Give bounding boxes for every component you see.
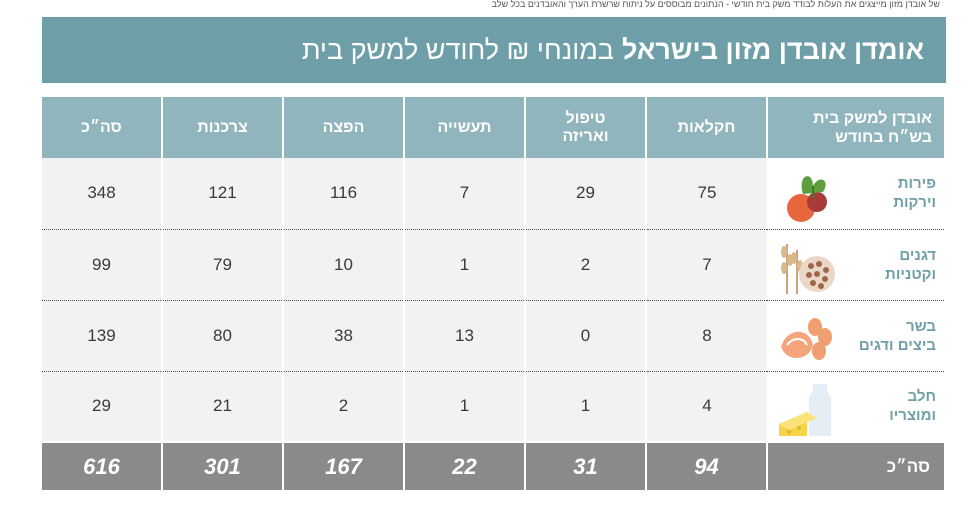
header-consumption: צרכנות — [161, 97, 283, 158]
row-label-cell: חלב ומוצריו — [767, 371, 944, 442]
row-label-cell: פירות וירקות — [767, 158, 944, 230]
top-note: של אובדן מזון מייצגים את העלות לבודד משק… — [491, 0, 940, 9]
title-bar: אומדן אובדן מזון בישראל במונחי ₪ לחודש ל… — [42, 17, 946, 83]
row-label-line1: דגנים — [899, 246, 936, 264]
cell-agriculture: 75 — [645, 158, 767, 230]
cell-total: 99 — [42, 229, 162, 301]
row-label-line2: ביצים ודגים — [858, 336, 936, 354]
header-distribution: הפצה — [282, 97, 404, 158]
cell-handling: 2 — [524, 229, 646, 301]
cell-agriculture: 7 — [645, 229, 767, 301]
cell-handling: 29 — [524, 158, 646, 230]
cell-industry: 1 — [403, 371, 525, 442]
total-handling: 31 — [524, 441, 646, 490]
row-label-line2: וירקות — [893, 194, 936, 212]
cell-agriculture: 4 — [645, 371, 767, 442]
cell-industry: 1 — [403, 229, 525, 301]
totals-label: סה״כ — [766, 441, 944, 490]
row-label: חלב ומוצריו — [767, 387, 936, 425]
cell-total: 348 — [42, 158, 162, 230]
cell-consumption: 79 — [161, 229, 283, 301]
cell-agriculture: 8 — [645, 300, 767, 372]
table-row: חלב ומוצריו 4 1 1 2 21 29 — [42, 371, 944, 442]
cell-distribution: 10 — [282, 229, 404, 301]
cell-total: 139 — [42, 300, 162, 372]
row-label-line1: חלב — [907, 388, 936, 406]
row-label-line1: בשר — [905, 317, 936, 335]
title-light: במונחי ₪ לחודש למשק בית — [301, 34, 614, 65]
row-label-line2: ומוצריו — [889, 407, 936, 425]
total-agriculture: 94 — [645, 441, 767, 490]
grains-icon — [781, 243, 835, 294]
table-row: פירות וירקות 75 29 7 116 121 348 — [42, 158, 944, 230]
totals-row: סה״כ 94 31 22 167 301 616 — [42, 441, 944, 490]
header-industry: תעשייה — [403, 97, 525, 158]
cell-consumption: 80 — [161, 300, 283, 372]
header-total: סה״כ — [42, 97, 162, 158]
dairy-icon — [779, 383, 831, 436]
cell-industry: 7 — [403, 158, 525, 230]
row-label-cell: דגנים וקטניות — [767, 229, 944, 301]
header-agriculture: חקלאות — [645, 97, 767, 158]
row-label: פירות וירקות — [767, 174, 936, 212]
table-row: בשר ביצים ודגים 8 0 13 38 80 139 — [42, 300, 944, 372]
row-label-line1: פירות — [897, 175, 936, 193]
header-category-line1: אובדן למשק בית — [813, 109, 932, 127]
cell-distribution: 2 — [282, 371, 404, 442]
total-grand: 616 — [42, 441, 162, 490]
header-category: אובדן למשק בית בש״ח בחודש — [766, 97, 944, 158]
cell-distribution: 38 — [282, 300, 404, 372]
cell-consumption: 21 — [161, 371, 283, 442]
vegetables-icon — [787, 176, 827, 222]
cell-distribution: 116 — [282, 158, 404, 230]
row-label-cell: בשר ביצים ודגים — [767, 300, 944, 372]
header-handling-line2: ואריזה — [562, 127, 609, 145]
header-handling: טיפול ואריזה — [524, 97, 646, 158]
row-label: בשר ביצים ודגים — [767, 317, 936, 355]
meat-fish-icon — [781, 317, 832, 360]
cell-industry: 13 — [403, 300, 525, 372]
food-loss-table: אובדן למשק בית בש״ח בחודש חקלאות טיפול ו… — [42, 97, 944, 490]
cell-consumption: 121 — [161, 158, 283, 230]
table-row: דגנים וקטניות 7 2 1 10 — [42, 229, 944, 301]
total-industry: 22 — [403, 441, 525, 490]
row-label-line2: וקטניות — [885, 265, 936, 283]
table-header-row: אובדן למשק בית בש״ח בחודש חקלאות טיפול ו… — [42, 97, 944, 158]
title-bold: אומדן אובדן מזון בישראל — [621, 34, 924, 65]
total-distribution: 167 — [282, 441, 404, 490]
row-label: דגנים וקטניות — [767, 246, 936, 284]
cell-total: 29 — [42, 371, 162, 442]
cell-handling: 0 — [524, 300, 646, 372]
total-consumption: 301 — [161, 441, 283, 490]
header-handling-line1: טיפול — [565, 109, 606, 127]
cell-handling: 1 — [524, 371, 646, 442]
header-category-line2: בש״ח בחודש — [835, 128, 932, 146]
